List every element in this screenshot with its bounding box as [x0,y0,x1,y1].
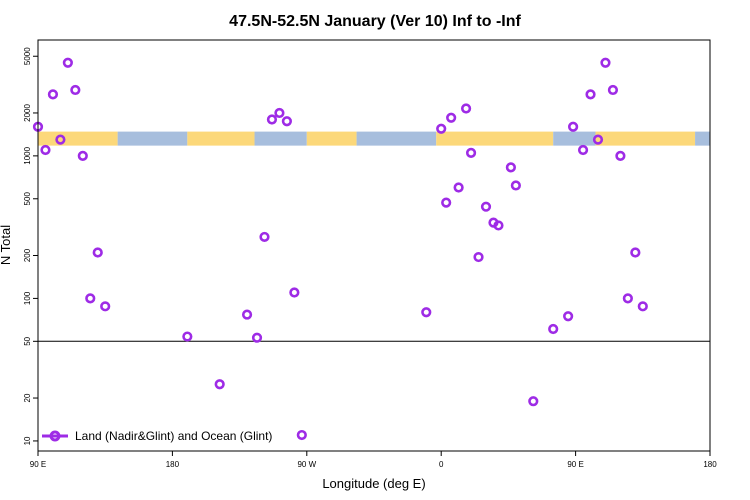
data-point-26 [465,147,477,158]
band-segment-ocean-7 [553,131,596,146]
y-tick-label-200: 200 [23,248,32,262]
data-point-5 [70,84,81,96]
band-segment-land-6 [436,131,554,146]
band-segment-ocean-5 [356,131,437,146]
data-points [32,57,648,441]
data-point-33 [528,396,539,407]
y-axis-ticks: 10 20 50 100 200 500 1000 2000 5000 [23,47,38,445]
y-tick-label-5000: 5000 [23,47,32,65]
y-tick-label-100: 100 [23,291,32,305]
data-point-38 [585,89,596,100]
legend: Land (Nadir&Glint) and Ocean (Glint) [42,429,272,443]
data-point-3 [55,134,66,145]
band-segment-land-2 [187,131,255,146]
data-point-19 [296,429,307,441]
y-tick-label-500: 500 [23,192,32,206]
data-point-44 [630,247,641,258]
data-point-42 [615,150,626,161]
plot-frame [37,39,711,452]
band-segment-land-8 [595,131,696,146]
data-point-13 [251,332,263,343]
data-point-14 [259,231,270,243]
legend-ring-swatch [49,430,61,442]
y-tick-label-1000: 1000 [23,146,32,164]
data-point-9 [100,301,111,312]
data-point-32 [510,180,521,191]
data-point-15 [266,114,278,125]
x-tick-label-5: 180 [703,460,717,469]
data-point-30 [493,220,504,231]
data-point-11 [214,379,225,390]
data-point-25 [460,103,472,114]
data-point-16 [274,107,285,119]
band-segment-land-0 [38,131,118,146]
data-point-23 [446,112,457,123]
legend-label: Land (Nadir&Glint) and Ocean (Glint) [75,429,272,443]
y-tick-label-50: 50 [23,336,32,345]
data-point-4 [62,57,73,68]
data-point-40 [600,57,611,68]
data-point-45 [637,301,648,312]
y-tick-label-10: 10 [23,436,32,445]
y-tick-label-2000: 2000 [23,104,32,122]
y-tick-label-20: 20 [23,393,32,402]
data-point-12 [241,309,253,320]
x-axis-ticks: 90 E 180 90 W 0 90 E 180 [30,451,717,469]
data-point-37 [577,144,589,156]
data-point-43 [622,293,633,304]
x-tick-label-2: 90 W [297,460,316,469]
data-point-8 [92,247,103,258]
data-point-17 [281,116,292,127]
data-point-7 [85,293,96,304]
data-point-27 [473,251,484,263]
band-segment-land-4 [306,131,357,146]
data-point-31 [505,162,516,173]
data-point-36 [568,121,579,132]
band-segment-ocean-1 [117,131,188,146]
data-point-24 [453,182,464,193]
x-tick-label-3: 0 [439,460,444,469]
band-segment-ocean-9 [695,131,710,146]
data-point-6 [77,150,88,161]
y-axis-label: N Total [0,225,13,265]
data-point-18 [289,287,300,298]
data-point-1 [40,144,51,156]
data-point-35 [563,311,574,322]
data-point-21 [436,123,447,134]
data-point-10 [182,331,193,342]
data-point-34 [548,323,559,335]
land-ocean-band [38,131,710,146]
chart-title: 47.5N-52.5N January (Ver 10) Inf to -Inf [229,13,521,30]
data-point-20 [421,307,432,318]
x-tick-label-1: 180 [166,460,180,469]
data-point-41 [607,84,619,96]
band-segment-ocean-3 [254,131,307,146]
data-point-2 [47,89,59,100]
x-tick-label-4: 90 E [567,460,583,469]
x-axis-label: Longitude (deg E) [322,476,425,491]
data-point-28 [480,201,492,212]
data-point-22 [441,197,452,208]
x-tick-label-0: 90 E [30,460,46,469]
data-point-39 [592,134,604,145]
